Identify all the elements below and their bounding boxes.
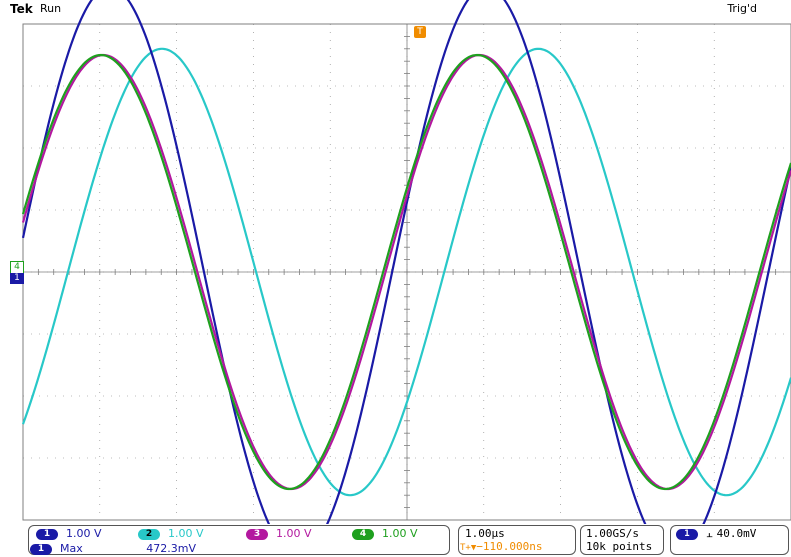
measurement-label: Max [60,542,83,555]
ch4-scale[interactable]: 4 1.00 V [352,527,418,540]
ch1-scale[interactable]: 1 1.00 V [36,527,102,540]
ch2-badge: 2 [138,529,160,540]
ch3-badge: 3 [246,529,268,540]
trigger-status: Trig'd [727,2,757,15]
rising-edge-icon: ⫠ [706,527,713,540]
horizontal-scale: 1.00µs [465,527,505,540]
ch2-scale[interactable]: 2 1.00 V [138,527,204,540]
trigger-level: 40.0mV [717,527,757,540]
ch4-badge: 4 [352,529,374,540]
delay-icon: T+▼ [460,543,476,553]
brand-label: Tek [10,2,33,16]
trigger-position-marker[interactable]: T [414,26,426,38]
waveform-display [0,0,791,524]
measurement-value: 472.3mV [146,542,196,555]
horizontal-delay: T+▼−110.000ns [460,540,543,553]
record-length: 10k points [586,540,652,553]
measurement-readout[interactable]: 1 Max 472.3mV [30,542,196,555]
measurement-channel-badge: 1 [30,544,52,555]
ch3-scale[interactable]: 3 1.00 V [246,527,312,540]
status-bar: 1 1.00 V 2 1.00 V 3 1.00 V 4 1.00 V 1 Max 472… [0,524,791,557]
acquisition-state: Run [40,2,61,15]
trigger-channel-badge: 1 [676,529,698,540]
ch1-ground-marker[interactable]: 1 [10,273,24,284]
graticule [23,24,791,520]
ch1-badge: 1 [36,529,58,540]
sample-rate: 1.00GS/s [586,527,639,540]
trigger-setting: 1 ⫠ 40.0mV [676,527,756,541]
